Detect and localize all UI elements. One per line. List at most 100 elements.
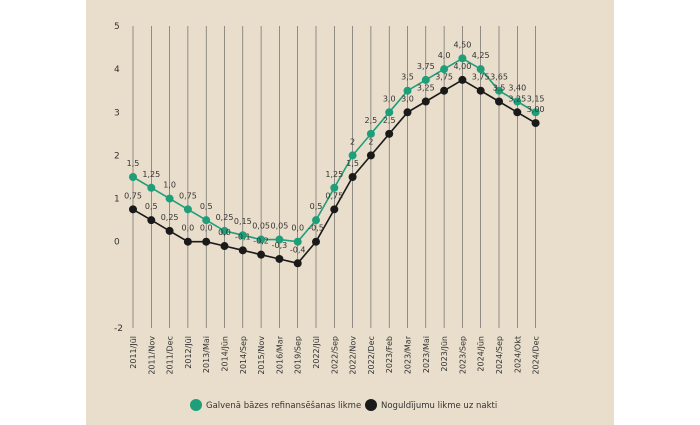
data-label: 3,65 [490,73,508,82]
data-point [513,108,522,117]
y-tick-label: -2 [114,324,123,334]
x-tick-label: 2023/Feb [385,336,394,373]
data-label: -0,2 [253,237,269,246]
y-tick-label: 0 [114,238,120,248]
data-point [257,235,266,244]
data-point [330,183,339,192]
data-point [513,97,522,106]
x-tick-label: 2022/Dec [367,336,376,375]
data-label: 0,0 [200,224,213,233]
data-point [238,246,247,255]
data-point [366,129,375,138]
data-label: 0,0 [182,224,195,233]
data-point [293,237,302,246]
data-label: 3,25 [417,84,435,93]
data-label: 1,5 [127,159,140,168]
data-label: -0,4 [290,245,306,254]
data-label: 4,0 [438,51,451,60]
data-point [312,216,320,225]
data-point [403,108,412,117]
data-label: 0,5 [310,202,323,211]
data-label: 1,25 [142,170,160,179]
x-tick-label: 2014/Jūn [221,336,230,372]
legend-label: Noguldījumu likme uz nakti [381,401,497,411]
data-point [330,205,339,214]
x-tick-label: 2022/Nov [349,336,358,375]
legend-marker [190,399,202,411]
data-point [183,205,192,214]
data-label: 4,00 [453,62,471,71]
data-label: 3,75 [472,73,490,82]
data-label: 2 [368,137,373,146]
data-label: 1,0 [163,181,176,190]
data-point [495,86,503,95]
data-label: 3,00 [527,105,545,114]
data-label: 2,5 [365,116,378,125]
data-label: 3,0 [401,94,414,103]
data-point [312,237,320,246]
data-point [220,242,229,251]
data-label: 3,40 [508,84,526,93]
data-point [275,254,284,263]
y-tick-label: 1 [114,195,120,205]
data-label: 0,0 [291,224,304,233]
data-label: -0,5 [308,224,324,233]
data-point [165,226,174,235]
data-label: 0,5 [145,202,158,211]
data-label: 4,25 [472,51,490,60]
x-tick-label: 2023/Sep [458,336,467,374]
data-point [440,65,449,74]
data-label: 3,15 [527,94,545,103]
data-point [238,231,247,240]
x-tick-label: 2019/Sep [294,336,303,374]
data-point [476,65,485,74]
data-point [129,173,137,181]
data-label: 3,5 [493,84,506,93]
x-tick-label: 2024/Dec [532,336,541,375]
data-point [202,237,211,246]
data-label: 0,75 [124,191,142,200]
data-label: 0,25 [216,213,234,222]
data-label: 3,5 [401,73,414,82]
y-tick-label: 3 [114,108,120,118]
x-tick-label: 2011/Dec [166,336,175,375]
x-tick-label: 2016/Mar [275,335,284,374]
data-label: 2 [350,137,355,146]
legend-marker [365,399,377,411]
data-label: 0,0 [218,228,231,237]
data-point [129,205,137,214]
x-tick-label: 2014/Sep [239,336,248,374]
data-point [476,86,485,95]
x-tick-label: 2023/Mai [422,336,431,373]
x-tick-label: 2011/Jūl [129,336,138,369]
interest-rate-chart: -2 0 1 2 3 4 5 2011/Jūl 2011/Nov 2011/Dec 2012/Jū… [114,22,545,411]
data-label: 3,25 [508,94,526,103]
y-tick-label: 2 [114,151,120,161]
x-tick-label: 2022/Sep [330,336,339,374]
data-label: 0,75 [179,191,197,200]
data-point [385,129,394,138]
data-point [275,235,284,244]
data-point [458,54,467,63]
data-point [293,259,302,268]
data-point [458,75,467,84]
data-label: 0,25 [161,213,179,222]
data-point [165,194,174,203]
data-label: 0,15 [234,217,252,226]
data-point [348,151,357,160]
y-tick-label: 5 [114,22,120,32]
data-label: 0,05 [270,222,288,231]
data-point [440,86,449,95]
data-point [220,226,229,235]
x-tick-label: 2024/Sep [495,336,504,374]
data-label: 1,25 [325,170,343,179]
data-label: -0,3 [272,241,288,250]
data-point [348,173,357,181]
x-tick-label: 2024/Okt [513,336,522,373]
data-point [421,97,430,106]
data-label: 3,75 [417,62,435,71]
x-tick-label: 2024/Jūn [477,336,486,372]
x-tick-label: 2015/Nov [257,336,266,375]
data-point [147,183,156,192]
data-point [147,216,156,225]
